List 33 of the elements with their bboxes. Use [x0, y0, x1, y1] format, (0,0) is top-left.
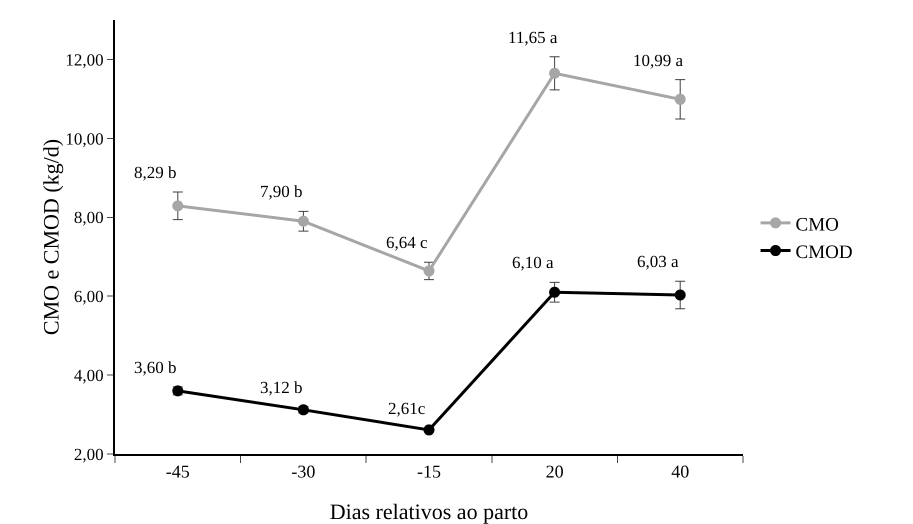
y-tick-label: 4,00 [74, 366, 104, 386]
y-tick-label: 8,00 [74, 208, 104, 228]
legend-label: CMO [796, 214, 839, 236]
data-label: 11,65 a [508, 28, 558, 47]
data-label: 2,61c [388, 399, 426, 418]
y-tick-label: 10,00 [65, 129, 104, 148]
data-label: 8,29 b [134, 163, 176, 182]
data-label: 6,64 c [386, 233, 428, 252]
x-tick-label: -30 [291, 462, 316, 482]
data-label: 7,90 b [260, 182, 302, 201]
point [424, 424, 434, 436]
point [549, 68, 560, 79]
x-axis-title: Dias relativos ao parto [330, 499, 528, 524]
point [298, 216, 309, 227]
x-tick-label: -15 [417, 462, 441, 482]
x-tick-label: -45 [166, 462, 190, 482]
point [172, 200, 184, 212]
legend-label: CMOD [796, 242, 853, 263]
y-tick-label: 6,00 [74, 287, 104, 306]
data-label: 6,03 a [637, 252, 679, 271]
point [549, 286, 560, 298]
point [674, 94, 686, 105]
y-axis-title: CMO e CMOD (kg/d) [38, 138, 64, 336]
y-tick-label: 2,00 [74, 444, 104, 464]
data-label: 3,60 b [134, 358, 176, 377]
x-tick-label: 20 [546, 462, 564, 482]
data-label: 3,12 b [260, 378, 302, 397]
x-tick-label: 40 [671, 462, 690, 482]
y-tick-label: 12,00 [65, 50, 104, 70]
point [674, 290, 686, 300]
data-label: 10,99 a [633, 51, 684, 70]
data-label: 6,10 a [512, 253, 554, 272]
point [424, 265, 434, 276]
